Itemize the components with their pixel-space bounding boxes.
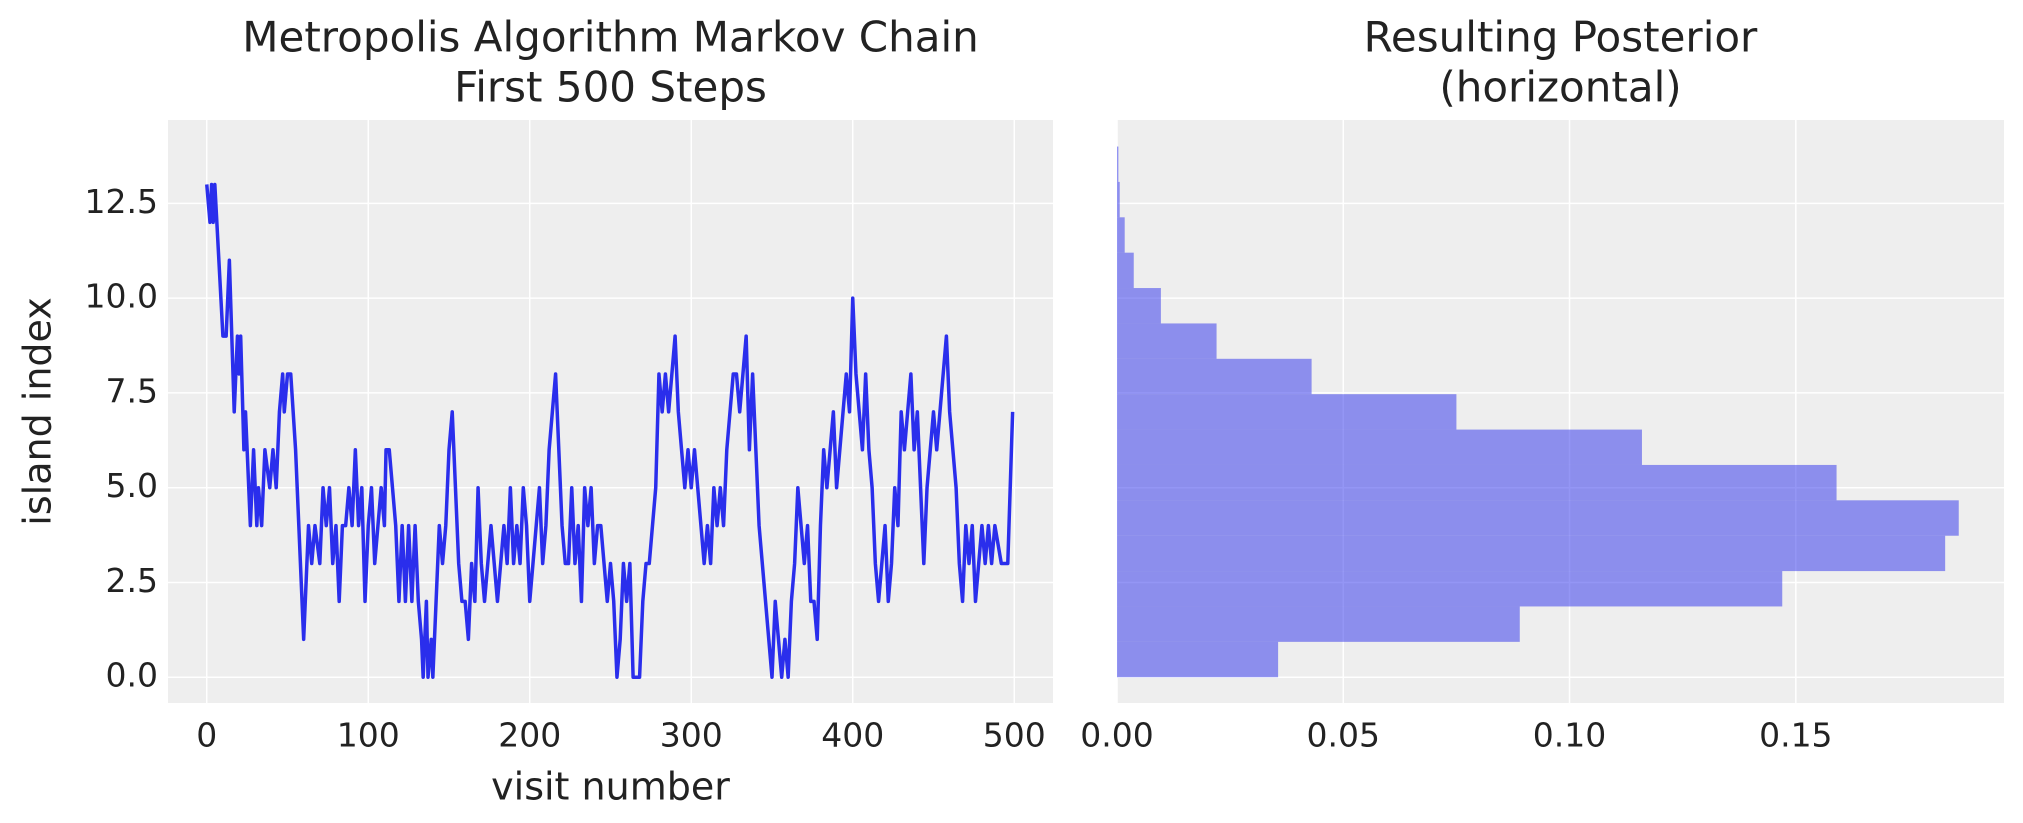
histogram-bar [1117, 394, 1457, 430]
chart-title: Resulting Posterior [1364, 13, 1758, 62]
x-tick-label: 0.10 [1533, 716, 1606, 755]
x-tick-label: 0.00 [1080, 716, 1153, 755]
histogram-bar [1117, 464, 1837, 501]
histogram-bar [1117, 181, 1120, 218]
x-tick-label: 0.05 [1307, 716, 1380, 755]
y-tick-label: 10.0 [85, 277, 158, 316]
histogram-bar [1117, 571, 1783, 607]
x-tick-label: 400 [821, 716, 884, 755]
histogram-bar [1117, 641, 1279, 678]
histogram-bar [1117, 429, 1642, 465]
histogram-bar [1117, 606, 1520, 642]
y-tick-label: 0.0 [106, 656, 158, 695]
x-tick-label: 200 [498, 716, 561, 755]
y-tick-label: 2.5 [106, 561, 158, 600]
histogram-bar [1117, 252, 1134, 289]
histogram-bar [1117, 217, 1125, 253]
histogram-bar [1117, 288, 1161, 324]
y-tick-label: 5.0 [106, 466, 158, 505]
x-axis-label: visit number [491, 765, 730, 809]
x-tick-label: 100 [337, 716, 400, 755]
y-tick-label: 12.5 [85, 182, 158, 221]
chart-title: Metropolis Algorithm Markov Chain [242, 13, 979, 62]
histogram-bar [1117, 535, 1946, 572]
chart-title: First 500 Steps [454, 63, 767, 112]
histogram-bar [1117, 500, 1959, 536]
y-tick-label: 7.5 [106, 371, 158, 410]
histogram-bar [1117, 323, 1217, 359]
x-tick-label: 0 [196, 716, 217, 755]
x-tick-label: 0.15 [1759, 716, 1832, 755]
y-axis-label: island index [16, 297, 60, 525]
histogram-bar [1117, 358, 1312, 395]
x-tick-label: 300 [660, 716, 723, 755]
x-tick-label: 500 [983, 716, 1046, 755]
chart-title: (horizontal) [1439, 63, 1681, 112]
histogram-bar [1117, 146, 1119, 182]
plot-background [168, 120, 1053, 703]
trace-line [205, 182, 1015, 679]
